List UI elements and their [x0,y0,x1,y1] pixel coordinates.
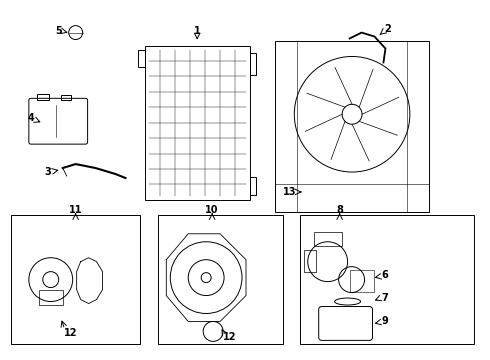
Text: 11: 11 [69,205,82,215]
Text: 3: 3 [45,167,51,177]
Text: 12: 12 [223,332,237,342]
Text: 2: 2 [384,24,391,33]
Bar [314,232,342,246]
Bar [11,215,141,345]
Bar [138,50,146,67]
Text: 4: 4 [27,113,34,123]
Text: 1: 1 [194,26,200,36]
Bar [37,94,49,100]
Bar [349,270,373,292]
Text: 10: 10 [205,205,219,215]
Text: 13: 13 [283,187,296,197]
Bar [61,95,71,100]
Bar [250,54,256,75]
Text: 12: 12 [64,328,77,338]
Bar [146,45,250,200]
Text: 9: 9 [381,316,388,327]
Text: 7: 7 [381,293,388,302]
Text: 6: 6 [381,270,388,280]
Text: 8: 8 [336,205,343,215]
Bar [250,177,256,195]
Bar [39,289,63,305]
Text: 5: 5 [55,26,62,36]
Bar [275,41,429,212]
Bar [158,215,283,345]
Bar [300,215,474,345]
Bar [304,250,316,272]
